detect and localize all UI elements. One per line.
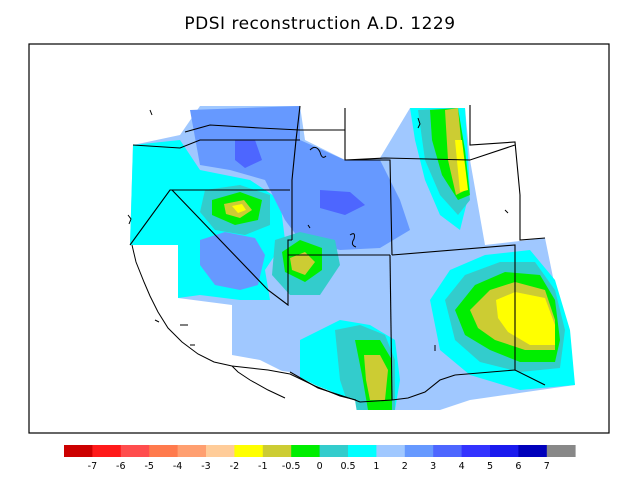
legend-swatch [319, 445, 349, 457]
legend-swatch [234, 445, 264, 457]
border-dak [469, 105, 546, 241]
legend-swatch [206, 445, 235, 457]
legend-swatch [262, 445, 292, 457]
island-7 [307, 224, 311, 229]
legend-label: -6 [116, 461, 125, 472]
map-title: PDSI reconstruction A.D. 1229 [184, 14, 456, 34]
field-blue-core [235, 140, 262, 168]
island-2 [417, 117, 421, 129]
legend-label: 4 [459, 461, 465, 472]
legend-swatch [177, 445, 207, 457]
lake-2 [349, 233, 357, 248]
border-nv [171, 189, 292, 307]
legend-swatch [92, 445, 122, 457]
island-8 [504, 209, 509, 214]
field-yellow-2 [496, 292, 555, 345]
border-co-north [344, 144, 516, 161]
legend-swatch [433, 445, 462, 457]
border-ok [454, 369, 546, 386]
border-az-nm [389, 254, 393, 401]
legend-label: 3 [430, 461, 436, 472]
legend-label: 0.5 [340, 461, 355, 472]
legend-swatch [64, 445, 93, 457]
legend-label: -5 [144, 461, 153, 472]
legend-swatch [461, 445, 491, 457]
legend-swatch [149, 445, 178, 457]
baja-coast [231, 365, 286, 399]
legend-label: 2 [402, 461, 408, 472]
legend-swatch [518, 445, 548, 457]
border-id-west [291, 105, 301, 240]
legend-swatch [404, 445, 434, 457]
lake-1 [309, 146, 327, 158]
legend-swatch [376, 445, 406, 457]
field-blue-west [200, 232, 265, 290]
border-mt [184, 124, 345, 133]
legend-swatch [291, 445, 320, 457]
legend-swatch [490, 445, 519, 457]
legend-label: -0.5 [282, 461, 301, 472]
field-olive-3 [364, 355, 388, 400]
field-yellow-1 [232, 204, 246, 213]
field-yellow-3 [455, 140, 468, 192]
coastline [131, 244, 357, 401]
border-mex [289, 371, 456, 403]
legend-label: 6 [515, 461, 521, 472]
legend-swatch [546, 445, 576, 457]
legend-label: 7 [544, 461, 550, 472]
legend-label: -2 [230, 461, 239, 472]
legend-label: -4 [173, 461, 182, 472]
island-1 [149, 109, 153, 116]
island-5 [154, 319, 160, 323]
legend-label: 1 [373, 461, 379, 472]
border-wa-or [132, 139, 300, 149]
legend-label: -7 [88, 461, 97, 472]
pdsi-field [130, 106, 575, 410]
field-olive-2 [290, 252, 315, 275]
border-or-ca [129, 189, 290, 246]
field-blue-core2 [320, 190, 365, 215]
lake-3 [127, 214, 132, 225]
ocean-mask [30, 245, 360, 432]
color-legend: -7 -6 -5 -4 -3 -2 -1 -0.5 0 0.5 1 2 3 4 5 6 7 [64, 445, 576, 472]
legend-label: 0 [317, 461, 323, 472]
border-wy [344, 108, 393, 256]
legend-label: -1 [258, 461, 267, 472]
legend-label: -3 [201, 461, 210, 472]
legend-swatch [348, 445, 377, 457]
map-details [127, 109, 509, 351]
state-borders [129, 105, 546, 403]
border-co-nm [391, 244, 516, 370]
legend-label: 5 [487, 461, 493, 472]
legend-swatch [120, 445, 150, 457]
